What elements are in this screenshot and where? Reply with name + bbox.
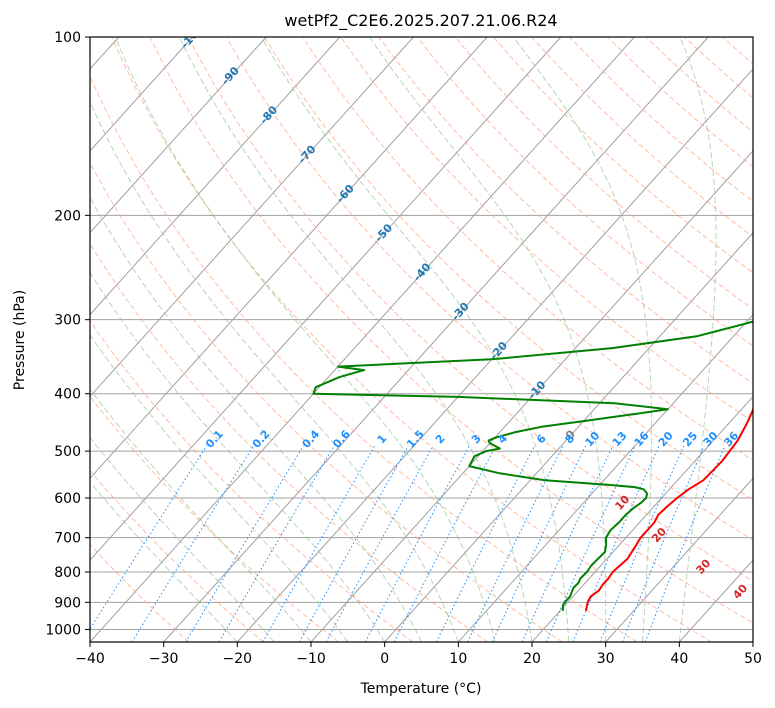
- mixing-ratio-line: [298, 445, 409, 642]
- x-tick-label: 20: [523, 651, 541, 667]
- dry-adiabat-line: [225, 37, 753, 541]
- mixing-ratio-line: [131, 445, 254, 642]
- dry-adiabat-line: [90, 75, 638, 642]
- mixing-ratio-line: [218, 445, 335, 642]
- moist-adiabat-line: [678, 37, 717, 642]
- dry-adiabat-line: [454, 37, 753, 310]
- moist-adiabat-line: [90, 436, 275, 642]
- mixing-ratio-line: [393, 445, 497, 642]
- x-tick-label: 10: [449, 651, 467, 667]
- plot-frame: [89, 36, 754, 643]
- y-tick-label: 1000: [45, 622, 81, 638]
- x-tick-label: −10: [296, 651, 326, 667]
- temperature-profile-line: [584, 406, 753, 611]
- isotherm-line: [90, 37, 488, 480]
- profile-lines: [312, 320, 753, 611]
- y-tick-label: 900: [54, 595, 81, 611]
- x-axis-title: Temperature (°C): [360, 681, 482, 697]
- dry-adiabat-line: [149, 37, 753, 624]
- x-tick-label: −40: [75, 651, 105, 667]
- axes: −40 −30 −20 −10 0 10 20 30 40 50 100 200 300 400 500 60…: [45, 30, 762, 667]
- y-tick-label: 100: [54, 30, 81, 46]
- y-tick-label: 300: [54, 313, 81, 329]
- y-tick-label: 400: [54, 387, 81, 403]
- moist-adiabat-line: [178, 37, 533, 642]
- dry-adiabat-line: [264, 37, 753, 501]
- chart-title: wetPf2_C2E6.2025.207.21.06.R24: [284, 11, 557, 31]
- y-tick-label: 800: [54, 565, 81, 581]
- dry-adiabat-line: [90, 469, 264, 642]
- x-tick-label: −30: [149, 651, 179, 667]
- mixing-ratio-line: [491, 445, 587, 642]
- x-tick-label: 50: [744, 651, 762, 667]
- dry-adiabat-line: [90, 320, 414, 642]
- moist-adiabat-line: [90, 196, 422, 642]
- isotherm-line: [90, 37, 341, 316]
- dry-adiabat-line: [90, 242, 488, 642]
- mixing-ratio-line: [572, 445, 660, 642]
- isotherm-line: [605, 477, 753, 642]
- isotherm-line: [457, 313, 753, 642]
- reference-lines: [90, 37, 753, 642]
- moist-adiabat-line: [369, 37, 607, 642]
- mixing-ratio-line: [325, 445, 434, 642]
- y-axis-title: Pressure (hPa): [12, 290, 28, 390]
- dry-adiabat-line: [187, 37, 753, 582]
- y-tick-label: 500: [54, 444, 81, 460]
- dry-adiabat-line: [111, 37, 712, 642]
- mixing-ratio-line: [185, 445, 304, 642]
- moist-adiabat-line: [114, 37, 496, 642]
- x-tick-label: 0: [380, 651, 389, 667]
- mixing-ratio-line: [599, 445, 685, 642]
- moist-adiabat-line: [90, 388, 312, 642]
- isotherm-line: [236, 68, 753, 642]
- moist-adiabat-line: [90, 271, 386, 642]
- x-tick-label: 40: [670, 651, 688, 667]
- isotherm-line: [163, 37, 709, 642]
- mixing-ratio-line: [435, 445, 535, 642]
- dry-adiabat-line: [90, 161, 563, 642]
- dry-adiabat-line: [340, 37, 753, 423]
- moist-adiabat-line: [512, 37, 653, 642]
- isotherm-line: [90, 37, 267, 234]
- isotherm-line: [90, 37, 193, 152]
- dewpoint-profile-line: [312, 320, 753, 611]
- y-tick-label: 700: [54, 531, 81, 547]
- isotherm-line: [384, 231, 753, 642]
- x-tick-label: 30: [597, 651, 615, 667]
- moist-adiabat-line: [90, 100, 459, 642]
- mixing-ratio-line: [90, 445, 208, 630]
- moist-adiabat-line: [261, 37, 570, 642]
- mixing-ratio-line: [467, 445, 564, 642]
- isotherm-line: [531, 395, 753, 642]
- y-tick-label: 200: [54, 208, 81, 224]
- moist-adiabat-line: [90, 481, 238, 642]
- isotherm-line: [90, 37, 414, 398]
- y-tick-label: 600: [54, 491, 81, 507]
- dry-adiabat-line: [416, 37, 753, 347]
- x-tick-label: −20: [223, 651, 253, 667]
- isotherm-line: [90, 37, 562, 561]
